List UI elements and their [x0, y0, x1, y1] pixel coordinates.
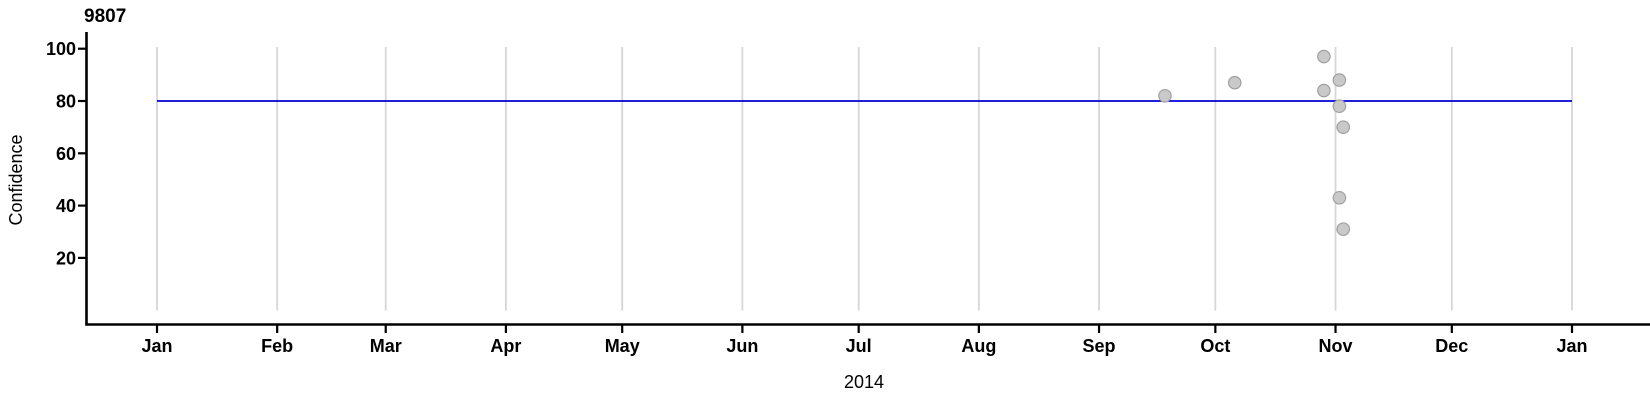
x-axis-tick-label: Feb	[261, 336, 293, 356]
y-axis-tick-label: 80	[56, 92, 76, 112]
data-points-layer	[1158, 49, 1351, 236]
gridlines-layer	[156, 47, 1573, 311]
x-axis-tick-label: Apr	[490, 336, 521, 356]
x-axis-tick-label: Jun	[726, 336, 758, 356]
data-point	[1336, 222, 1351, 236]
x-axis-tick-label: May	[605, 336, 640, 356]
data-point	[1317, 49, 1331, 64]
x-axis-label: 2014	[844, 372, 884, 392]
data-point	[1332, 73, 1347, 87]
data-point	[1227, 75, 1242, 90]
y-axis-tick-label: 100	[46, 39, 76, 59]
data-point	[1317, 83, 1331, 98]
y-axis-tick-label: 20	[56, 248, 76, 268]
data-point	[1332, 190, 1347, 205]
x-axis-tick-label: Dec	[1435, 336, 1468, 356]
y-axis-tick-label: 60	[56, 144, 76, 164]
data-point	[1336, 120, 1351, 134]
x-axis-tick-label: Sep	[1083, 336, 1116, 356]
x-axis-tick-label: Oct	[1200, 336, 1230, 356]
x-axis-tick-label: Jul	[846, 336, 872, 356]
chart-title: 9807	[84, 6, 126, 27]
data-point	[1158, 88, 1172, 103]
x-axis-tick-label: Nov	[1319, 336, 1353, 356]
tick-labels-layer: Jan Feb Mar Apr May Jun Jul Aug Sep Oct Nov Dec Jan 2…	[46, 39, 1588, 356]
x-axis-tick-label: Mar	[370, 336, 402, 356]
y-axis-tick-label: 40	[56, 196, 76, 216]
x-axis-tick-label: Jan	[141, 336, 172, 356]
y-axis-label: Confidence	[6, 134, 26, 225]
axes-layer	[85, 32, 1650, 326]
data-point	[1332, 99, 1347, 114]
x-axis-tick-label: Jan	[1556, 336, 1587, 356]
x-axis-tick-label: Aug	[961, 336, 996, 356]
